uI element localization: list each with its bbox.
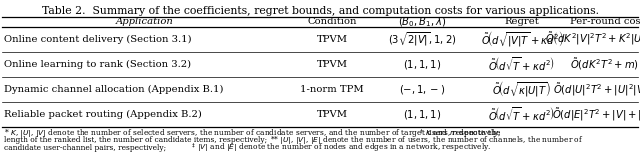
Text: Application: Application [116, 17, 174, 27]
Text: Reliable packet routing (Appendix B.2): Reliable packet routing (Appendix B.2) [4, 110, 202, 119]
Text: Per-round cost: Per-round cost [570, 17, 640, 27]
Text: $(-, 1, -)$: $(-, 1, -)$ [399, 83, 445, 96]
Text: $^\dagger$ $K$ and $m$ denote the: $^\dagger$ $K$ and $m$ denote the [418, 127, 501, 139]
Text: $\tilde{O}\!\left(d\sqrt{\kappa|U|T}\right)$: $\tilde{O}\!\left(d\sqrt{\kappa|U|T}\rig… [493, 80, 552, 99]
Text: $\tilde{O}\!\left(d\sqrt{|V|T} + \kappa d^2\right)$: $\tilde{O}\!\left(d\sqrt{|V|T} + \kappa … [481, 30, 563, 49]
Text: $(1, 1, 1)$: $(1, 1, 1)$ [403, 108, 441, 121]
Text: Dynamic channel allocation (Appendix B.1): Dynamic channel allocation (Appendix B.1… [4, 85, 223, 94]
Text: ** $|U|$, $|V|$, $|E|$ denote the number of users, the number of channels, the n: ** $|U|$, $|V|$, $|E|$ denote the number… [270, 134, 584, 146]
Text: $^\ddagger$ $|V|$ and $|E|$ denote the number of nodes and edges in a network, r: $^\ddagger$ $|V|$ and $|E|$ denote the n… [190, 141, 492, 155]
Text: Online learning to rank (Section 3.2): Online learning to rank (Section 3.2) [4, 60, 191, 69]
Text: Table 2.  Summary of the coefficients, regret bounds, and computation costs for : Table 2. Summary of the coefficients, re… [42, 6, 598, 16]
Text: TPVM: TPVM [317, 60, 348, 69]
Text: $\tilde{O}(d|U|^2T^2 + |U|^2|V|)^{**}$: $\tilde{O}(d|U|^2T^2 + |U|^2|V|)^{**}$ [553, 81, 640, 98]
Text: $\tilde{O}\!\left(d\sqrt{T} + \kappa d^2\right)$: $\tilde{O}\!\left(d\sqrt{T} + \kappa d^2… [488, 106, 556, 123]
Text: $\tilde{O}\left(dK^2|V|^2T^2 + K^2|U||V|\right)^*$: $\tilde{O}\left(dK^2|V|^2T^2 + K^2|U||V|… [545, 31, 640, 48]
Text: Online content delivery (Section 3.1): Online content delivery (Section 3.1) [4, 35, 191, 44]
Text: Condition: Condition [307, 17, 356, 27]
Text: * $K$, $|U|$, $|V|$ denote the number of selected servers, the number of candida: * $K$, $|U|$, $|V|$ denote the number of… [4, 127, 502, 139]
Text: $(1, 1, 1)$: $(1, 1, 1)$ [403, 58, 441, 71]
Text: $\tilde{O}(d|E|^2T^2 + |V| + |E|)^\ddagger$: $\tilde{O}(d|E|^2T^2 + |V| + |E|)^\ddagg… [552, 106, 640, 123]
Text: TPVM: TPVM [317, 35, 348, 44]
Text: Regret: Regret [504, 17, 540, 27]
Text: $(B_0, B_1, \lambda)$: $(B_0, B_1, \lambda)$ [398, 15, 446, 29]
Text: candidate user-channel pairs, respectively;: candidate user-channel pairs, respective… [4, 144, 166, 152]
Text: $\tilde{O}\!\left(d\sqrt{T} + \kappa d^2\right)$: $\tilde{O}\!\left(d\sqrt{T} + \kappa d^2… [488, 56, 556, 73]
Text: TPVM: TPVM [317, 110, 348, 119]
Text: $\tilde{O}(dK^2T^2 + m)^\dagger$: $\tilde{O}(dK^2T^2 + m)^\dagger$ [570, 57, 640, 72]
Text: length of the ranked list, the number of candidate items, respectively;: length of the ranked list, the number of… [4, 136, 267, 144]
Text: $(3\sqrt{2|V|}, 1, 2)$: $(3\sqrt{2|V|}, 1, 2)$ [388, 31, 456, 48]
Text: 1-norm TPM: 1-norm TPM [300, 85, 364, 94]
